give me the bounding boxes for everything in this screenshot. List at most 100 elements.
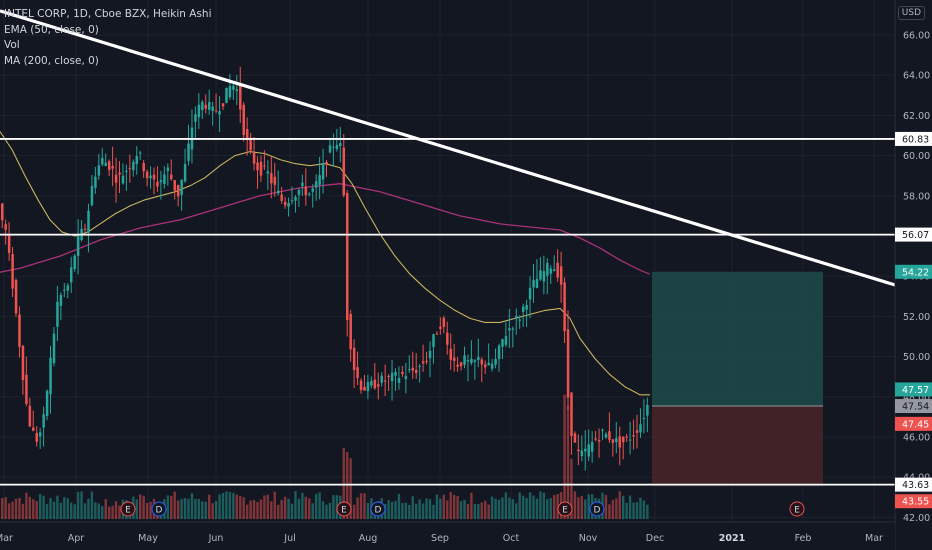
volume-bar (484, 500, 487, 519)
volume-bar (139, 494, 142, 519)
candle-body (176, 185, 180, 197)
candles (1, 66, 649, 471)
legend-volume[interactable]: Vol (4, 39, 20, 51)
candle-body (42, 414, 45, 428)
candle-body (159, 180, 163, 183)
volume-bar (173, 491, 176, 519)
volume-bar (325, 504, 328, 519)
candle-body (211, 106, 214, 112)
candle-body (335, 144, 339, 150)
candle-body (559, 266, 563, 285)
volume-bar (135, 499, 138, 519)
volume-bar (587, 494, 590, 519)
volume-bar (421, 503, 425, 519)
candle-body (277, 190, 280, 194)
candle-body (263, 165, 266, 167)
legend-ma[interactable]: MA (200, close, 0) (4, 54, 99, 67)
horizontal-levels[interactable] (0, 138, 895, 486)
candle-body (183, 164, 187, 182)
candle-body (7, 234, 11, 254)
volume-bar (473, 503, 477, 519)
candle-body (287, 203, 290, 207)
candle-body (273, 176, 277, 185)
candle-body (387, 376, 390, 378)
trendline[interactable] (0, 9, 932, 298)
volume-bar (401, 503, 404, 519)
volume-bar (535, 498, 539, 519)
candle-body (308, 193, 311, 195)
volume-bar (494, 498, 497, 519)
candle-body (635, 430, 639, 433)
candle-body (152, 174, 156, 180)
candle-body (201, 101, 204, 111)
candle-body (466, 360, 470, 362)
volume-bar (639, 497, 642, 519)
candle-body (535, 278, 539, 288)
candle-body (304, 186, 308, 196)
volume-bar (363, 493, 366, 519)
candle-body (245, 129, 249, 141)
legend-symbol[interactable]: INTEL CORP, 1D, Cboe BZX, Heikin Ashi (4, 8, 212, 20)
candle-body (252, 152, 256, 164)
candle-body (463, 355, 466, 365)
legend: INTEL CORP, 1D, Cboe BZX, Heikin Ashi EM… (4, 7, 212, 69)
price-label-bg (895, 416, 932, 431)
price-axis[interactable]: 42.0044.0046.0048.0050.0052.0054.0056.00… (894, 0, 932, 550)
candle-body (459, 362, 463, 367)
candle-body (570, 392, 573, 437)
volume-bar (304, 496, 307, 519)
price-tick-label: 46.00 (903, 433, 930, 444)
volume-bar (176, 500, 180, 519)
candle-body (70, 267, 73, 283)
volume-bar (90, 491, 94, 519)
volume-bar (501, 497, 504, 519)
volume-bar (463, 499, 466, 519)
candle-body (52, 333, 56, 364)
candle-body (539, 270, 542, 280)
volume-bar (346, 452, 349, 519)
price-label-bg (895, 477, 932, 492)
volume-bar (97, 503, 100, 519)
event-label: E (562, 506, 568, 516)
volume-bar (452, 494, 456, 519)
time-tick-label: Apr (68, 533, 85, 544)
candle-body (383, 380, 387, 382)
candle-body (363, 386, 366, 391)
event-label: E (341, 506, 347, 516)
event-label: E (125, 506, 131, 516)
currency-label[interactable]: USD (897, 6, 925, 20)
event-marker (336, 501, 352, 517)
volume-bar (87, 498, 90, 519)
volume-bar (532, 495, 535, 519)
volume-bar (546, 499, 549, 519)
candle-body (1, 203, 4, 221)
candle-body (232, 85, 235, 90)
volume-bar (411, 496, 414, 519)
ma-200-path (0, 183, 651, 275)
volume-bar (214, 501, 218, 519)
candle-body (11, 253, 14, 289)
price-label-bg (895, 227, 932, 242)
candle-body (446, 332, 449, 345)
legend-ema[interactable]: EMA (50, close, 0) (4, 23, 99, 36)
candle-body (76, 234, 80, 256)
time-axis-bg (0, 522, 895, 550)
candle-body (249, 137, 252, 151)
candle-body (332, 146, 335, 148)
volume-bar (21, 503, 25, 519)
volume-bar (225, 491, 228, 519)
long-position-zones[interactable] (652, 271, 823, 487)
candle-body (325, 161, 328, 165)
time-axis[interactable]: Mar Apr May Jun Jul Aug Sep Oct Nov Dec 2021 Feb Mar (0, 521, 895, 550)
candle-body (328, 145, 332, 153)
volume-bar (352, 504, 356, 519)
price-label-bg (895, 494, 932, 509)
candle-body (494, 358, 497, 365)
volume-bar (245, 504, 249, 519)
candle-body (225, 87, 228, 103)
event-marker (789, 501, 805, 517)
volume-bar (321, 501, 325, 519)
volume-bar (418, 499, 421, 519)
volume-bar (197, 498, 201, 519)
